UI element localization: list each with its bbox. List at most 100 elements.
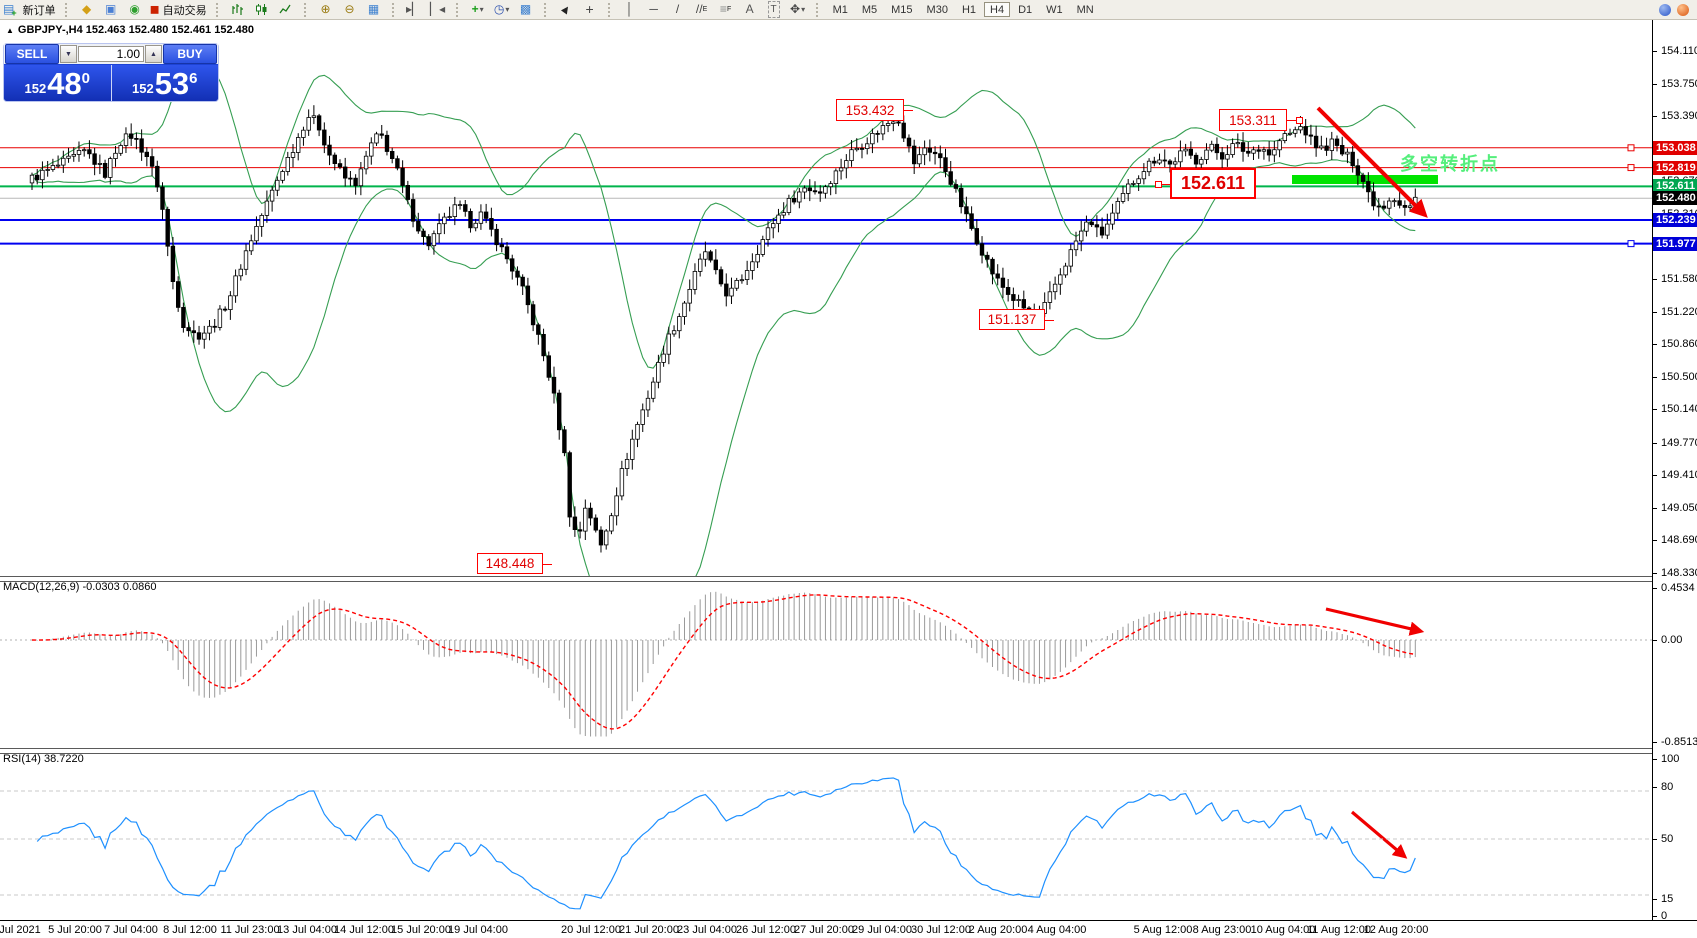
new-order-icon: ▤+ xyxy=(3,1,17,18)
time-label: 8 Aug 23:00 xyxy=(1192,924,1252,936)
notification-icon[interactable] xyxy=(1677,3,1689,16)
macd-label: MACD(12,26,9) -0.0303 0.0860 xyxy=(3,581,157,593)
rsi-axis-tick: 80 xyxy=(1653,781,1673,794)
price-annotation-label[interactable]: 153.311 xyxy=(1219,109,1303,131)
pane-divider[interactable] xyxy=(0,748,1697,754)
time-label: 26 Jul 12:00 xyxy=(736,924,796,936)
timeframe-toolbar: M1 M5 M15 M30 H1 H4 D1 W1 MN xyxy=(826,2,1101,17)
sell-button[interactable]: SELL xyxy=(5,44,59,64)
zoom-out-icon[interactable]: ⊖ xyxy=(344,2,355,16)
horizontal-line-tool-icon[interactable]: ─ xyxy=(649,2,658,16)
annotation-connector xyxy=(904,110,913,111)
time-label: 4 Aug 04:00 xyxy=(1027,924,1087,936)
arrows-tool-icon[interactable]: ✥ ▾ xyxy=(790,2,806,16)
time-label: 11 Jul 23:00 xyxy=(220,924,280,936)
timeframe-m30[interactable]: M30 xyxy=(926,3,948,16)
pane-divider[interactable] xyxy=(0,576,1697,582)
text-label-tool-icon[interactable]: T xyxy=(763,1,785,18)
chart-shift-icon[interactable]: ▏◂ xyxy=(429,2,446,16)
main-chart-canvas[interactable] xyxy=(0,19,1652,576)
buy-price[interactable]: 152 53 6 xyxy=(111,65,218,101)
time-label: 8 Jul 12:00 xyxy=(163,924,217,936)
price-tag: 153.038 xyxy=(1653,140,1697,155)
price-axis-tick: 150.860 xyxy=(1653,338,1697,351)
vertical-line-tool-icon[interactable]: │ xyxy=(625,2,634,16)
new-order-button[interactable]: ▤+ 新订单 xyxy=(3,1,56,18)
macd-signal-line xyxy=(31,594,1416,730)
candlestick-mode-icon[interactable] xyxy=(251,1,273,18)
price-axis-tick: 149.770 xyxy=(1653,437,1697,450)
trendline-tool-icon[interactable]: / xyxy=(675,2,680,16)
annotation-handle xyxy=(1155,180,1162,188)
price-axis-tick: 153.390 xyxy=(1653,110,1697,123)
buy-button[interactable]: BUY xyxy=(163,44,217,64)
zoom-in-icon[interactable]: ⊕ xyxy=(320,2,331,16)
auto-scroll-icon[interactable]: ▸▏ xyxy=(405,2,422,16)
time-label: 13 Jul 04:00 xyxy=(277,924,337,936)
quotes-icon[interactable]: ◆ xyxy=(81,2,92,16)
rsi-axis-tick: 50 xyxy=(1653,833,1673,846)
channel-tool-icon[interactable]: //E xyxy=(695,2,708,16)
toolbar-separator xyxy=(64,2,71,17)
timeframe-mn[interactable]: MN xyxy=(1076,3,1094,16)
period-clock-icon[interactable]: ◷ ▾ xyxy=(493,2,510,16)
timeframe-m5[interactable]: M5 xyxy=(861,3,878,16)
price-tag: 152.239 xyxy=(1653,212,1697,227)
price-axis[interactable]: 154.110153.750153.390153.030152.670152.3… xyxy=(1652,19,1697,922)
annotation-connector xyxy=(1162,183,1171,185)
crosshair-tool-icon[interactable]: + xyxy=(585,1,594,17)
price-annotation-label[interactable]: 148.448 xyxy=(477,553,552,574)
timeframe-d1[interactable]: D1 xyxy=(1018,3,1033,16)
annotation-connector xyxy=(543,563,552,565)
timeframe-h4[interactable]: H4 xyxy=(984,2,1011,17)
scripts-icon[interactable]: ◉ xyxy=(129,2,140,16)
cursor-tool-icon[interactable]: ► xyxy=(556,0,575,19)
rsi-pane-canvas[interactable] xyxy=(0,752,1652,920)
price-annotation-label[interactable]: 153.432 xyxy=(836,99,913,121)
sell-price[interactable]: 152 48 0 xyxy=(4,65,112,101)
time-label: 10 Aug 04:00 xyxy=(1250,924,1316,936)
template-icon[interactable]: ▩ xyxy=(519,2,532,16)
text-tool-icon[interactable]: A xyxy=(745,2,754,16)
macd-axis-tick: 0.4534 xyxy=(1653,582,1695,595)
time-label: 27 Jul 20:00 xyxy=(794,924,854,936)
time-label: 20 Jul 12:00 xyxy=(561,924,621,936)
fibonacci-tool-icon[interactable]: ≡ F xyxy=(719,2,732,16)
price-annotation-label[interactable]: 152.611 xyxy=(1155,168,1256,199)
timeframe-w1[interactable]: W1 xyxy=(1046,3,1063,16)
chart-window[interactable]: ▲ GBPJPY-,H4 152.463 152.480 152.461 152.… xyxy=(0,19,1697,938)
rsi-line xyxy=(36,777,1416,910)
time-label: 12 Aug 20:00 xyxy=(1363,924,1429,936)
volume-input[interactable] xyxy=(78,46,144,62)
timeframe-m15[interactable]: M15 xyxy=(891,3,913,16)
toolbar-separator xyxy=(215,2,222,17)
add-indicator-button[interactable]: + ▾ xyxy=(471,2,484,16)
rsi-axis-tick: 15 xyxy=(1653,893,1673,906)
connection-status-icon[interactable] xyxy=(1659,3,1671,16)
price-axis-tick: 149.410 xyxy=(1653,469,1697,482)
time-axis[interactable]: Jul 2021 5 Jul 20:00 7 Jul 04:00 8 Jul 12:0… xyxy=(0,920,1697,938)
line-chart-mode-icon[interactable] xyxy=(275,1,297,18)
time-label: 5 Aug 12:00 xyxy=(1133,924,1193,936)
price-axis-tick: 153.750 xyxy=(1653,78,1697,91)
auto-trading-icon: ◼ xyxy=(149,2,160,16)
macd-histogram xyxy=(36,591,1416,737)
time-label: 2 Aug 20:00 xyxy=(968,924,1028,936)
bollinger-bands xyxy=(31,60,1416,576)
price-annotation-label[interactable]: 151.137 xyxy=(979,309,1054,330)
time-label: 29 Jul 04:00 xyxy=(852,924,912,936)
tile-windows-icon[interactable]: ▦ xyxy=(367,2,380,16)
volume-decrement-button[interactable]: ▼ xyxy=(60,45,77,63)
macd-pane-canvas[interactable] xyxy=(0,580,1652,748)
time-label: 14 Jul 12:00 xyxy=(334,924,394,936)
time-label: 30 Jul 12:00 xyxy=(911,924,971,936)
timeframe-m1[interactable]: M1 xyxy=(832,3,848,16)
annotation-connector xyxy=(1287,120,1296,121)
volume-increment-button[interactable]: ▲ xyxy=(145,45,162,63)
bar-chart-mode-icon[interactable] xyxy=(227,1,249,18)
timeframe-h1[interactable]: H1 xyxy=(961,3,977,16)
time-label: 15 Jul 20:00 xyxy=(391,924,451,936)
market-watch-icon[interactable]: ▣ xyxy=(104,2,117,16)
auto-trading-button[interactable]: ◼ 自动交易 xyxy=(149,2,207,17)
